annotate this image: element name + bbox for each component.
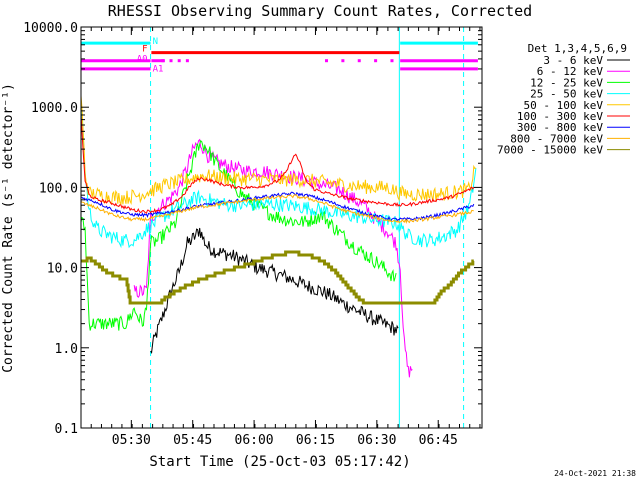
legend-label: 300 - 800 keV xyxy=(517,121,603,134)
x-tick-label: 05:45 xyxy=(173,433,212,448)
y-axis-label: Corrected Count Rate (s⁻¹ detector⁻¹) xyxy=(1,83,16,373)
legend-label: 25 - 50 keV xyxy=(530,88,603,101)
series-line xyxy=(80,194,474,224)
legend-label: 50 - 100 keV xyxy=(524,99,604,112)
state-dot xyxy=(374,59,378,63)
state-dot xyxy=(161,59,165,63)
x-axis-label: Start Time (25-Oct-03 05:17:42) xyxy=(149,454,410,470)
state-dot xyxy=(341,59,345,63)
y-tick-label: 100.0 xyxy=(39,181,78,196)
state-dot xyxy=(325,59,329,63)
x-tick-label: 06:45 xyxy=(419,433,458,448)
y-tick-label: 10.0 xyxy=(47,262,78,277)
chart-title: RHESSI Observing Summary Count Rates, Co… xyxy=(108,2,532,20)
series-line xyxy=(80,191,475,222)
legend-label: 6 - 12 keV xyxy=(537,65,604,78)
series-line xyxy=(80,99,477,249)
footer-timestamp: 24-Oct-2021 21:38 xyxy=(554,469,636,478)
axis-ticks: 0.1 1.0 10.0 100.0 1000.0 10000.0 05:30 05:45 06… xyxy=(23,21,482,448)
series-line xyxy=(81,250,475,305)
y-tick-label: 1.0 xyxy=(55,342,78,357)
legend-title: Det 1,3,4,5,6,9 xyxy=(528,42,627,55)
plot-frame xyxy=(80,26,483,429)
y-tick-label: 1000.0 xyxy=(31,101,78,116)
series-line xyxy=(80,113,475,214)
series-layer xyxy=(80,95,477,378)
legend-label: 100 - 300 keV xyxy=(517,110,603,123)
state-label: F xyxy=(142,45,147,55)
x-tick-label: 06:00 xyxy=(235,433,274,448)
state-dot xyxy=(169,59,173,63)
x-tick-label: 05:30 xyxy=(112,433,151,448)
legend-label: 3 - 6 keV xyxy=(543,54,603,67)
state-label: A1 xyxy=(153,65,164,75)
legend-label: 7000 - 15000 keV xyxy=(497,144,603,157)
state-dot xyxy=(185,59,189,63)
state-dot xyxy=(177,59,181,63)
state-dot xyxy=(357,59,361,63)
y-tick-label: 0.1 xyxy=(55,422,78,437)
plot-area xyxy=(150,27,465,428)
state-dot xyxy=(390,59,394,63)
series-line xyxy=(80,139,397,331)
legend-label: 12 - 25 keV xyxy=(530,76,603,89)
state-label: A0 xyxy=(137,55,148,65)
state-label: N xyxy=(153,37,158,47)
legend-label: 800 - 7000 keV xyxy=(510,132,603,145)
x-tick-label: 06:30 xyxy=(357,433,396,448)
series-line xyxy=(80,95,477,206)
y-tick-label: 10000.0 xyxy=(23,21,78,36)
series-line xyxy=(150,227,399,354)
x-tick-label: 06:15 xyxy=(296,433,335,448)
